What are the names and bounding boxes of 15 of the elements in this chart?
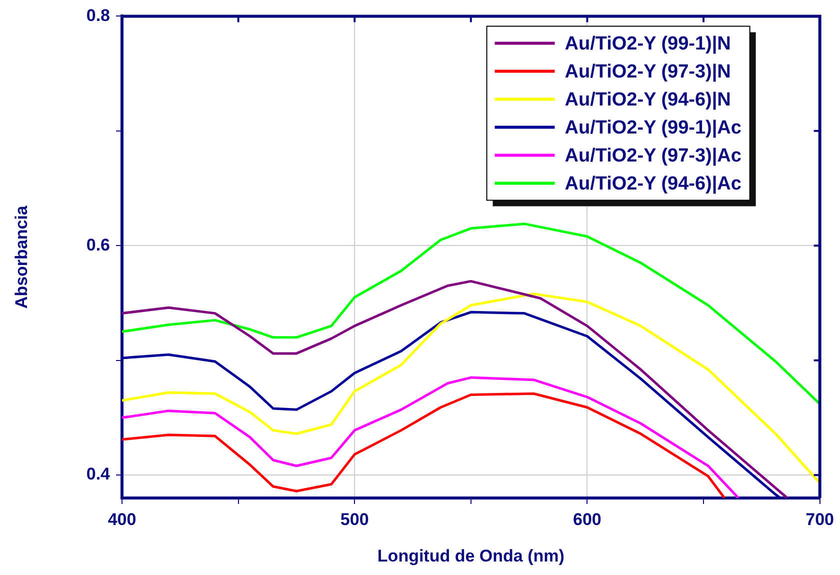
legend-label: Au/TiO2-Y (94-6)|N: [564, 89, 731, 110]
x-axis-title: Longitud de Onda (nm): [377, 546, 564, 566]
legend-label: Au/TiO2-Y (97-3)|N: [564, 61, 731, 82]
y-axis-title: Absorbancia: [12, 205, 31, 309]
legend-label: Au/TiO2-Y (99-1)|Ac: [564, 117, 742, 138]
legend-label: Au/TiO2-Y (97-3)|Ac: [564, 145, 742, 166]
y-tick-label: 0.4: [86, 464, 111, 484]
legend-label: Au/TiO2-Y (94-6)|Ac: [564, 173, 742, 194]
x-tick-label: 600: [573, 510, 602, 529]
y-tick-label: 0.8: [86, 6, 110, 25]
x-tick-label: 400: [108, 510, 136, 529]
y-tick-label: 0.6: [86, 235, 110, 254]
x-tick-label: 500: [340, 510, 369, 529]
x-tick-label: 700: [806, 510, 834, 529]
legend-label: Au/TiO2-Y (99-1)|N: [564, 33, 731, 54]
